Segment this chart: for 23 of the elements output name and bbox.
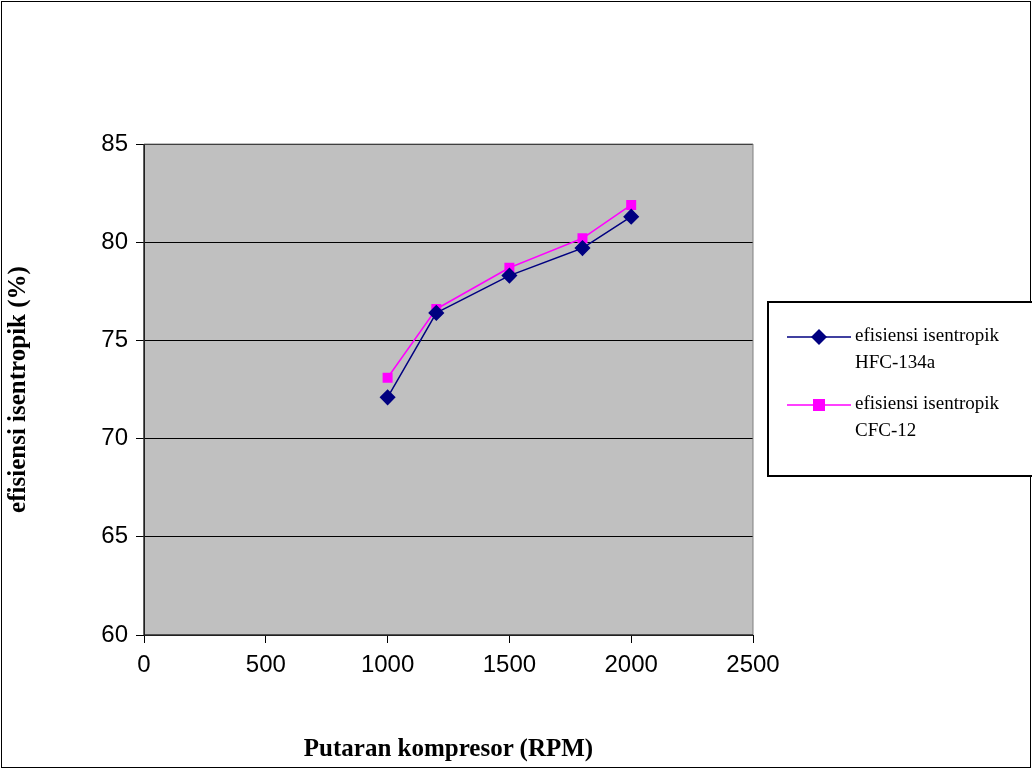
point [382,372,393,383]
y-tick-label: 60 [101,619,128,647]
x-tick-label: 500 [245,650,286,678]
point [626,199,637,210]
x-tick-label: 1000 [360,650,415,678]
point [379,389,396,406]
point [428,305,445,321]
y-tick-label: 80 [101,226,128,254]
x-tick-label: 2000 [604,650,658,678]
y-tick-label: 85 [101,128,128,156]
x-tick-label: 1500 [482,650,537,678]
x-tick-label: 2500 [726,650,780,678]
y-tick-label: 70 [101,423,128,451]
point [501,267,518,284]
legend-label: efisiensi isentropik HFC-134a [855,323,1001,374]
x-axis-title: Putaran kompresor (RPM) [303,734,594,763]
point [574,240,591,256]
y-tick-label: 75 [101,325,128,353]
y-axis-title: efisiensi isentropik (%) [3,266,32,513]
point [623,208,639,225]
legend-label: efisiensi isentropik CFC-12 [855,391,1001,442]
y-tick-label: 65 [101,521,128,549]
x-tick-label: 0 [137,650,151,678]
